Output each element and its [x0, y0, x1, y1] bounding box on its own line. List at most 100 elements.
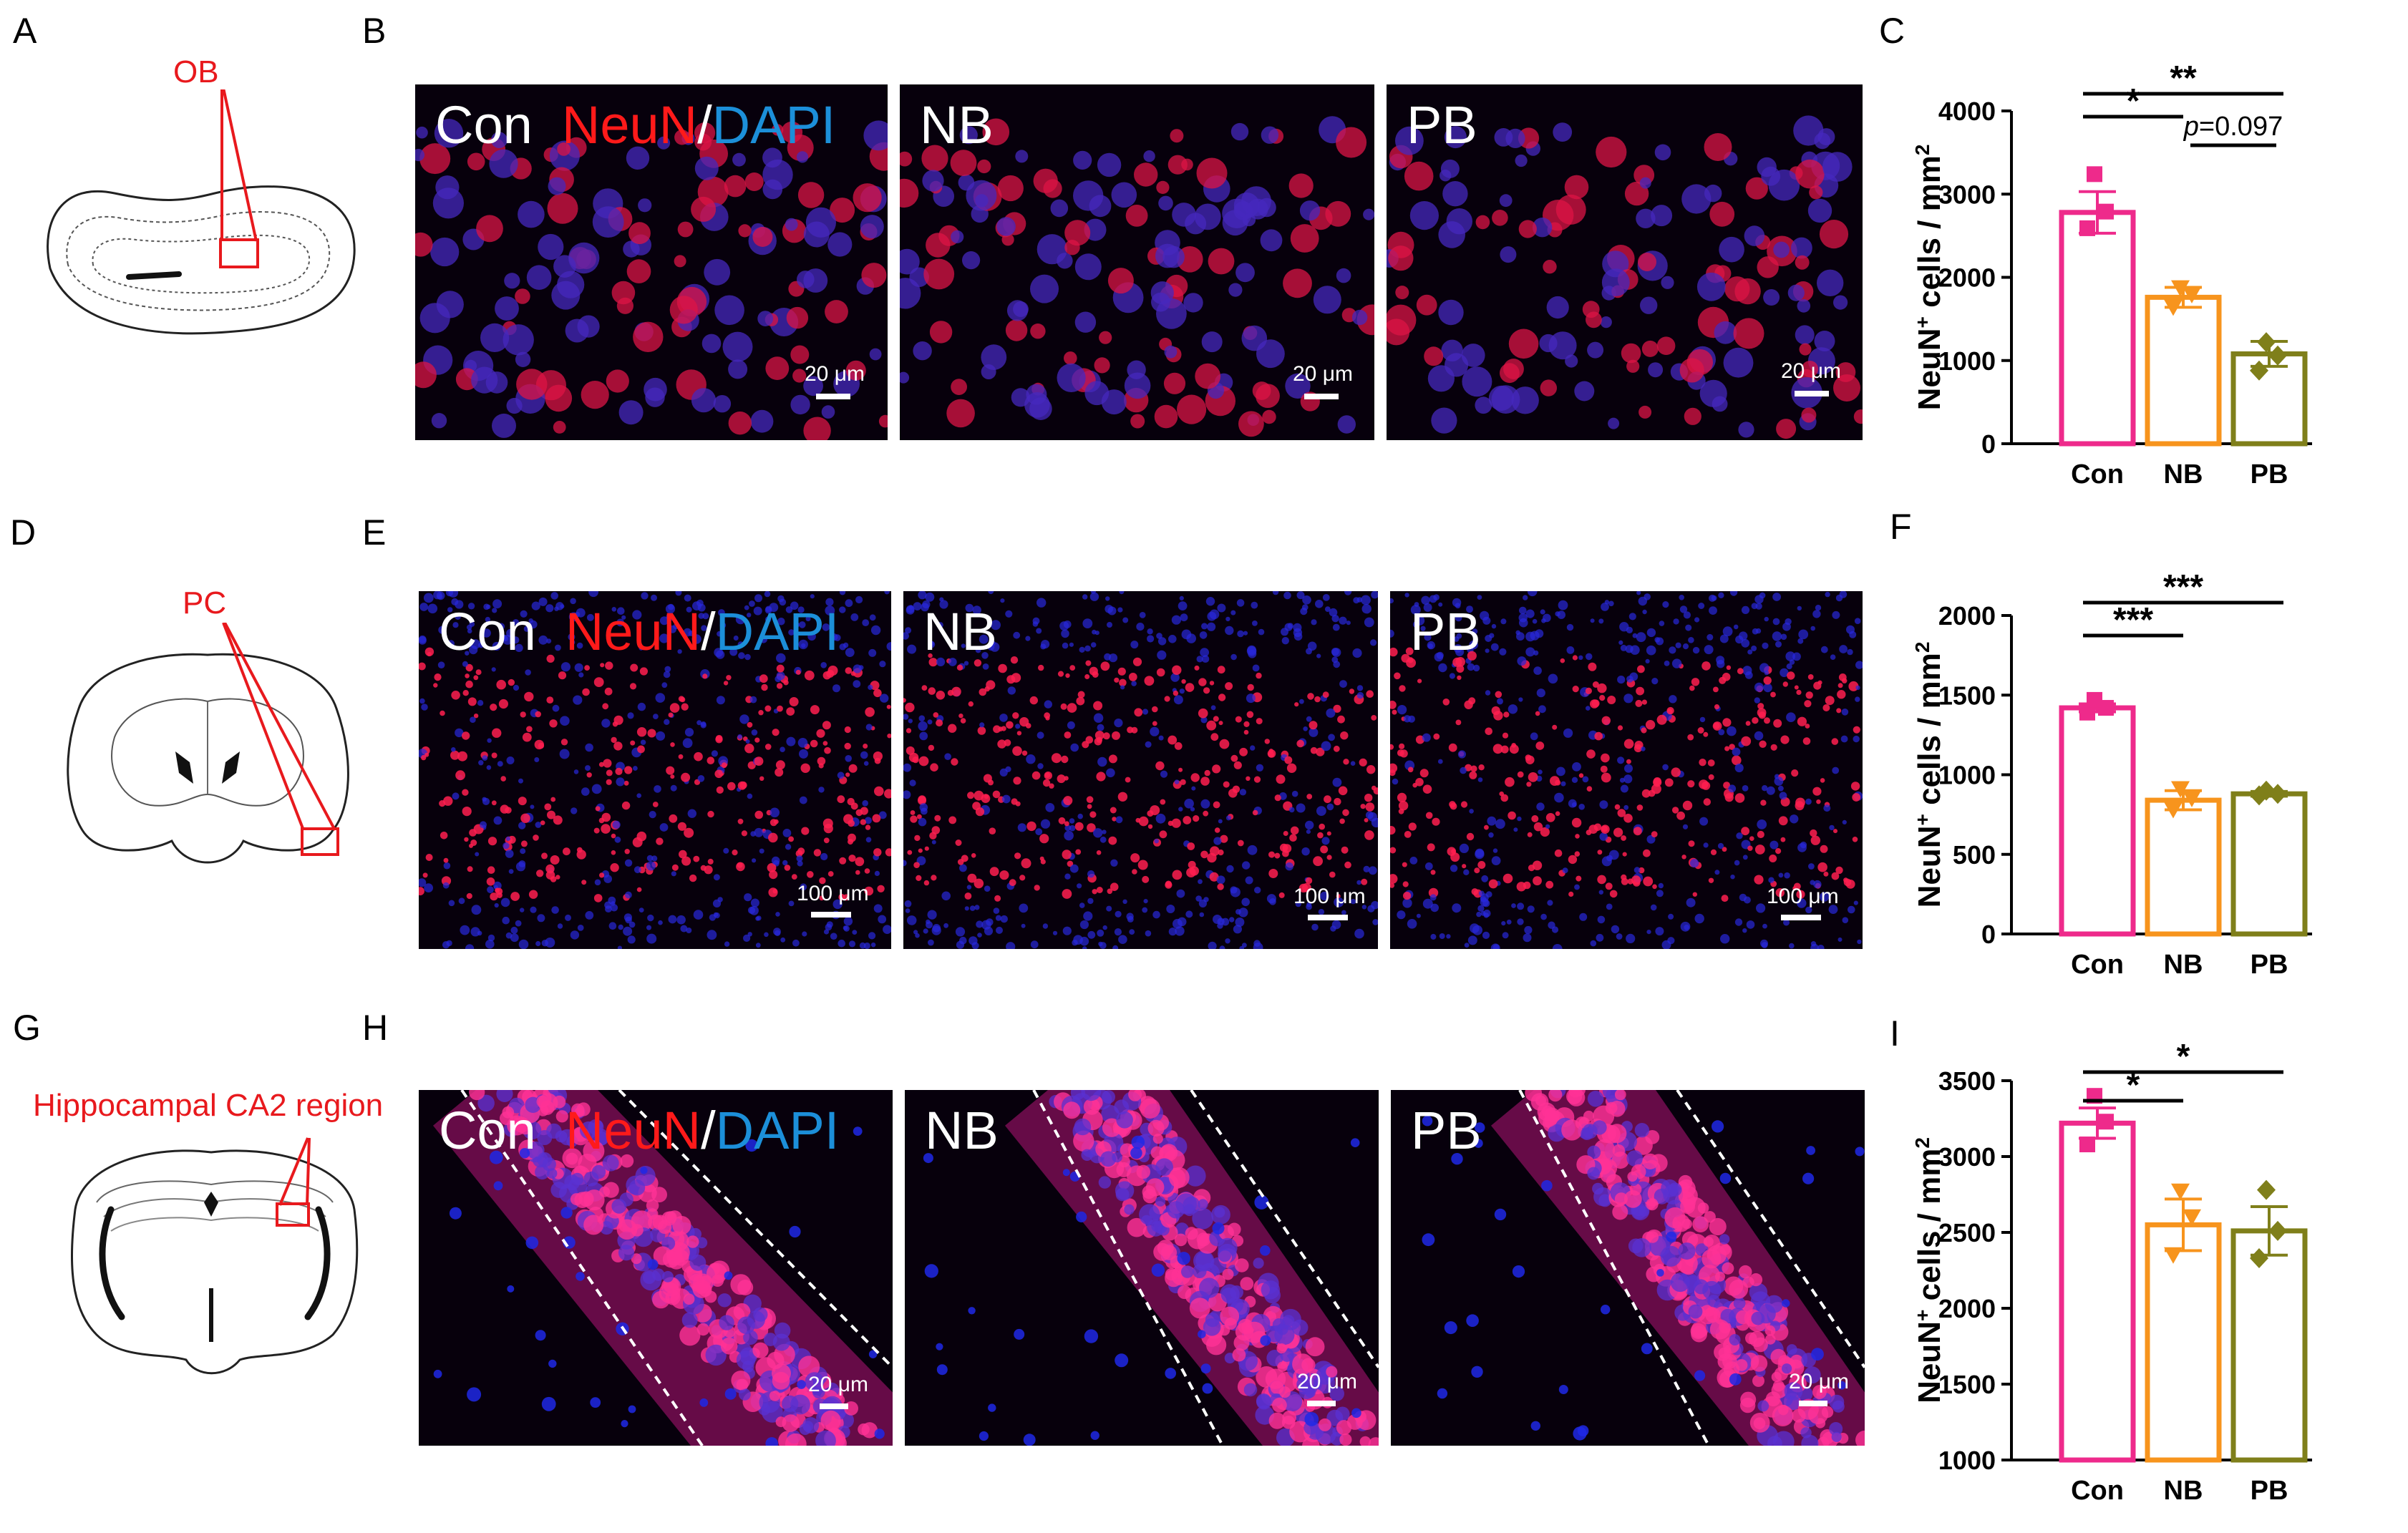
micrograph-b-con: Con NeuN/DAPI 20 μm — [415, 84, 888, 440]
data-point — [2183, 790, 2201, 807]
x-tick-label: Con — [2071, 950, 2124, 980]
data-point — [2087, 691, 2102, 708]
x-tick-label: Con — [2071, 459, 2124, 490]
scale-bar-label: 100 μm — [1767, 885, 1839, 908]
panel-letter-b: B — [362, 11, 387, 51]
chart-i: NeuN+ cells / mm2 1000 1500 2000 2500 3000 350… — [1911, 1038, 2312, 1506]
scale-bar — [820, 1403, 848, 1409]
micrograph-h-pb: PB 20 μm — [1391, 1090, 1865, 1446]
bar-nb — [2145, 1222, 2222, 1463]
micrograph-label: PB — [1411, 1101, 1482, 1160]
y-tick-label: 1000 — [1938, 761, 1996, 790]
data-point — [2257, 1179, 2276, 1200]
scale-bar-label: 20 μm — [1781, 359, 1841, 383]
data-point — [2098, 203, 2114, 220]
cell-texture — [923, 1090, 1379, 1446]
x-tick-label: PB — [2251, 1476, 2288, 1506]
data-point — [2268, 345, 2287, 366]
data-point — [2250, 1248, 2268, 1269]
schematic-ca2 — [70, 1137, 359, 1375]
bar-nb — [2145, 797, 2222, 937]
y-axis-label: NeuN+ cells / mm2 — [1911, 145, 1948, 411]
cell-texture — [419, 591, 891, 949]
data-point — [2171, 1183, 2190, 1200]
scale-bar-label: 20 μm — [805, 362, 865, 386]
significance-label: ** — [2170, 59, 2197, 97]
scale-bar-label: 20 μm — [808, 1373, 868, 1396]
micrograph-label: PB — [1407, 95, 1477, 155]
micrograph-label: Con NeuN/DAPI — [439, 1101, 840, 1160]
data-point — [2268, 784, 2287, 804]
significance-label: *** — [2163, 568, 2203, 606]
data-point — [2164, 299, 2183, 316]
micrograph-label: NB — [920, 95, 994, 155]
schematic-ob — [47, 89, 356, 335]
micrograph-label: NB — [925, 1101, 999, 1160]
chart-c: NeuN+ cells / mm2 0 1000 2000 3000 4000 Con NB P… — [1911, 59, 2312, 490]
data-point — [2171, 280, 2190, 297]
scale-bar — [816, 394, 850, 399]
x-tick-label: NB — [2164, 459, 2203, 490]
scale-bar — [1781, 915, 1821, 920]
x-tick-label: PB — [2251, 950, 2288, 980]
cell-texture — [1390, 591, 1863, 949]
data-point — [2164, 802, 2183, 819]
y-tick-label: 3000 — [1938, 180, 1996, 209]
data-point — [2250, 360, 2268, 381]
significance-label: * — [2127, 1066, 2140, 1104]
scale-bar — [1304, 394, 1339, 399]
bar-con — [2059, 1120, 2136, 1463]
scale-bar-label: 20 μm — [1293, 362, 1353, 386]
scale-bar-label: 20 μm — [1297, 1370, 1357, 1393]
panel-letter-d: D — [10, 512, 37, 553]
data-point — [2183, 1209, 2201, 1226]
micrograph-b-nb: NB 20 μm — [900, 84, 1374, 440]
scale-bar — [1799, 1401, 1827, 1406]
panel-letter-h: H — [362, 1008, 389, 1048]
scale-bar-label: 100 μm — [1293, 885, 1366, 908]
micrograph-label: Con NeuN/DAPI — [439, 602, 840, 661]
scale-bar-label: 100 μm — [797, 882, 869, 905]
region-label-pc: PC — [183, 585, 227, 620]
cell-texture — [900, 116, 1374, 437]
y-tick-label: 4000 — [1938, 97, 1996, 126]
scale-bar — [1795, 391, 1829, 396]
scale-bar — [811, 912, 851, 918]
micrograph-h-nb: NB 20 μm — [905, 1090, 1379, 1446]
y-tick-label: 3000 — [1938, 1142, 1996, 1172]
data-point — [2268, 1220, 2287, 1241]
significance-label: * — [2127, 82, 2140, 120]
y-tick-label: 0 — [1981, 920, 1996, 949]
x-tick-label: Con — [2071, 1476, 2124, 1506]
chart-f: NeuN+ cells / mm2 0 500 1000 1500 2000 Con NB PB… — [1911, 568, 2312, 980]
micrograph-label: PB — [1410, 602, 1481, 661]
region-label-ob: OB — [173, 54, 219, 89]
y-tick-label: 3500 — [1938, 1066, 1996, 1096]
schematic-pc — [67, 623, 349, 864]
y-tick-label: 1000 — [1938, 346, 1996, 376]
data-point — [2087, 166, 2102, 182]
x-tick-label: NB — [2164, 1476, 2203, 1506]
y-tick-label: 1500 — [1938, 1370, 1996, 1399]
scale-bar-label: 20 μm — [1789, 1370, 1849, 1393]
y-tick-label: 1000 — [1938, 1446, 1996, 1475]
bar-con — [2059, 210, 2136, 447]
bar-pb — [2230, 1228, 2308, 1463]
micrograph-e-con: Con NeuN/DAPI 100 μm — [419, 591, 891, 949]
y-tick-label: 500 — [1953, 840, 1996, 870]
data-point — [2257, 780, 2276, 801]
micrograph-b-pb: PB 20 μm — [1387, 84, 1863, 440]
data-point — [2164, 1247, 2183, 1264]
data-point — [2171, 781, 2190, 798]
panel-letter-c: C — [1879, 11, 1905, 51]
micrograph-e-nb: NB 100 μm — [903, 591, 1378, 949]
y-tick-label: 2000 — [1938, 263, 1996, 293]
panel-letter-g: G — [13, 1008, 41, 1048]
significance-label: * — [2177, 1038, 2190, 1076]
cell-texture — [433, 1090, 893, 1446]
significance-label: *** — [2113, 601, 2153, 639]
data-point — [2098, 1114, 2114, 1130]
y-tick-label: 2000 — [1938, 601, 1996, 631]
scale-bar — [1308, 915, 1348, 920]
y-tick-label: 2500 — [1938, 1218, 1996, 1247]
